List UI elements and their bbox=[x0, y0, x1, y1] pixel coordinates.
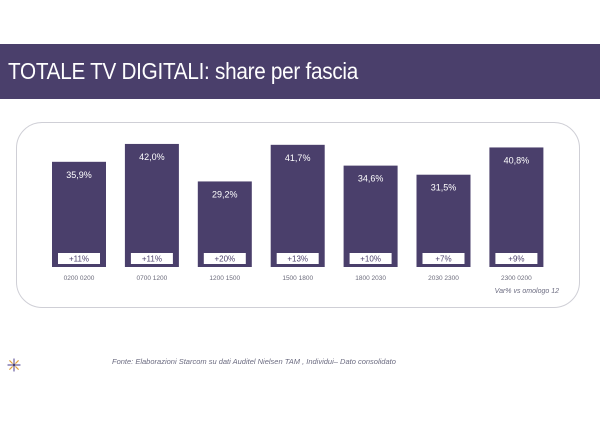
variation-label: +9% bbox=[508, 255, 524, 264]
bar bbox=[52, 161, 106, 267]
chart-frame bbox=[16, 122, 580, 308]
bar bbox=[343, 165, 398, 267]
variation-label: +7% bbox=[435, 255, 451, 264]
bar bbox=[270, 144, 325, 267]
source-note: Fonte: Elaborazioni Starcom su dati Audi… bbox=[112, 357, 396, 366]
variation-box bbox=[58, 253, 100, 264]
category-label: 0700 1200 bbox=[137, 275, 168, 282]
bar bbox=[416, 174, 471, 267]
variation-label: +13% bbox=[287, 255, 308, 264]
category-label: 1500 1800 bbox=[282, 275, 313, 282]
variation-box bbox=[203, 253, 246, 264]
bar-value-label: 34,6% bbox=[358, 174, 384, 184]
bar bbox=[124, 143, 179, 267]
variation-box bbox=[349, 253, 392, 264]
variation-box bbox=[130, 253, 173, 264]
variation-box bbox=[276, 253, 319, 264]
variation-note: Var% vs omologo 12 bbox=[494, 288, 559, 295]
starburst-logo-icon bbox=[7, 358, 21, 372]
variation-box bbox=[422, 253, 465, 264]
variation-box bbox=[495, 253, 538, 264]
variation-label: +11% bbox=[69, 255, 89, 264]
bar-value-label: 41,7% bbox=[285, 153, 311, 163]
variation-label: +11% bbox=[142, 255, 162, 264]
variation-label: +10% bbox=[360, 255, 381, 264]
bar bbox=[197, 181, 252, 267]
bar-value-label: 29,2% bbox=[212, 189, 238, 199]
category-label: 1200 1500 bbox=[209, 275, 240, 282]
category-label: 2300 0200 bbox=[501, 275, 532, 282]
category-label: 2030 2300 bbox=[428, 275, 459, 282]
bar bbox=[489, 147, 544, 267]
bar-value-label: 42,0% bbox=[139, 152, 165, 162]
category-label: 1800 2030 bbox=[355, 275, 386, 282]
variation-label: +20% bbox=[214, 255, 235, 264]
title-banner: TOTALE TV DIGITALI: share per fascia bbox=[0, 44, 600, 99]
page-title: TOTALE TV DIGITALI: share per fascia bbox=[8, 58, 358, 84]
category-label: 0200 0200 bbox=[64, 275, 95, 282]
bar-value-label: 35,9% bbox=[66, 170, 92, 180]
bar-value-label: 31,5% bbox=[431, 183, 457, 193]
bar-value-label: 40,8% bbox=[504, 155, 530, 165]
